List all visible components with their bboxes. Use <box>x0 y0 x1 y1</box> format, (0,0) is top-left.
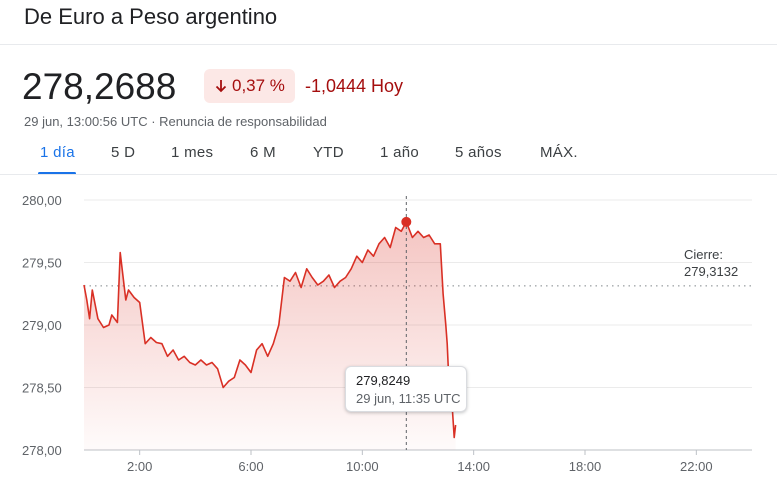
range-tabs: 1 día 5 D 1 mes 6 M YTD 1 año 5 años MÁX… <box>0 144 777 175</box>
current-price: 278,2688 <box>22 66 177 107</box>
y-tick-label: 279,50 <box>22 256 62 271</box>
change-percent-badge: 0,37 % <box>204 69 295 103</box>
close-label: Cierre: 279,3132 <box>684 246 738 280</box>
tab-1-year[interactable]: 1 año <box>380 144 420 161</box>
header-divider <box>0 44 777 45</box>
x-tick-label: 2:00 <box>127 459 152 474</box>
y-tick-label: 280,00 <box>22 193 62 208</box>
y-tick-label: 278,50 <box>22 381 62 396</box>
x-tick-label: 14:00 <box>457 459 490 474</box>
hover-tooltip: 279,8249 29 jun, 11:35 UTC <box>345 366 467 412</box>
active-tab-indicator <box>38 172 76 175</box>
tab-1-month[interactable]: 1 mes <box>171 144 214 161</box>
y-tick-label: 279,00 <box>22 318 62 333</box>
x-tick-label: 22:00 <box>680 459 713 474</box>
x-tick-label: 6:00 <box>238 459 263 474</box>
close-caption: Cierre: <box>684 247 724 262</box>
hover-point <box>401 216 412 227</box>
x-tick-label: 18:00 <box>569 459 602 474</box>
tooltip-time: 29 jun, 11:35 UTC <box>356 391 461 406</box>
arrow-down-icon <box>215 80 227 93</box>
tab-1-day[interactable]: 1 día <box>40 144 75 161</box>
y-tick-label: 278,00 <box>22 443 62 458</box>
disclaimer-link[interactable]: Renuncia de responsabilidad <box>159 114 327 129</box>
change-absolute: -1,0444 Hoy <box>305 76 404 96</box>
x-tick-label: 10:00 <box>346 459 379 474</box>
tab-max[interactable]: MÁX. <box>540 144 578 161</box>
series-line <box>83 221 457 439</box>
close-value: 279,3132 <box>684 264 739 279</box>
timestamp: 29 jun, 13:00:56 UTC · <box>24 114 160 129</box>
page-title: De Euro a Peso argentino <box>24 4 278 29</box>
timestamp-line: 29 jun, 13:00:56 UTC · Renuncia de respo… <box>24 114 327 129</box>
tab-ytd[interactable]: YTD <box>313 144 344 161</box>
area-fill <box>84 221 456 450</box>
tooltip-value: 279,8249 <box>356 373 411 388</box>
tabs-divider <box>0 174 777 175</box>
tab-5-days[interactable]: 5 D <box>111 144 136 161</box>
tab-6-months[interactable]: 6 M <box>250 144 276 161</box>
change-percent: 0,37 % <box>232 76 285 95</box>
tab-5-years[interactable]: 5 años <box>455 144 502 161</box>
